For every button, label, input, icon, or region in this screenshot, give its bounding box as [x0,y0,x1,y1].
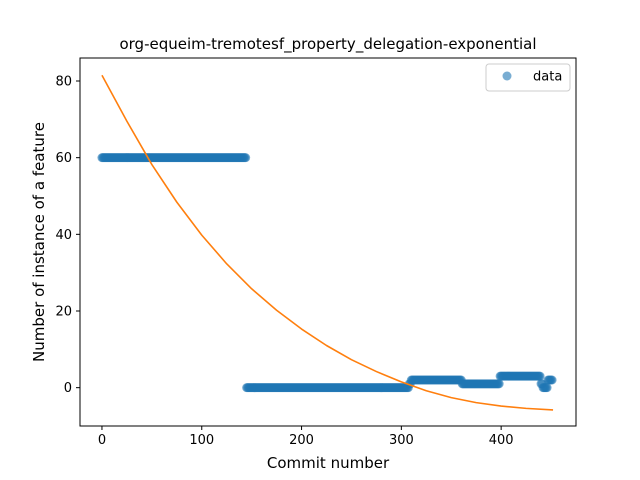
legend-marker-data [502,71,512,81]
y-tick-label: 0 [64,381,72,396]
x-tick-label: 400 [489,433,514,448]
y-axis-title: Number of instance of a feature [30,122,48,362]
data-point [542,383,552,393]
y-tick-label: 20 [55,305,72,320]
fit-line [101,74,554,411]
axes-frame [79,57,577,427]
legend-box [485,63,571,92]
y-tick-label: 80 [55,75,72,90]
plot-area [97,74,557,411]
y-axis: 0 20 40 60 80 [55,75,80,396]
data-point [494,379,504,389]
data-points [97,153,557,393]
chart-title: org-equeim-tremotesf_property_delegation… [119,35,536,54]
y-tick-label: 40 [55,228,72,243]
x-tick-label: 100 [189,433,214,448]
x-tick-label: 200 [289,433,314,448]
data-point [547,375,557,385]
x-axis: 0 100 200 300 400 [98,426,514,448]
legend-label-data: data [533,70,562,85]
data-point [241,153,251,163]
x-tick-label: 300 [389,433,414,448]
legend: data [485,63,571,92]
x-axis-title: Commit number [267,454,390,472]
x-tick-label: 0 [98,433,106,448]
data-point [535,371,545,381]
y-tick-label: 60 [55,151,72,166]
